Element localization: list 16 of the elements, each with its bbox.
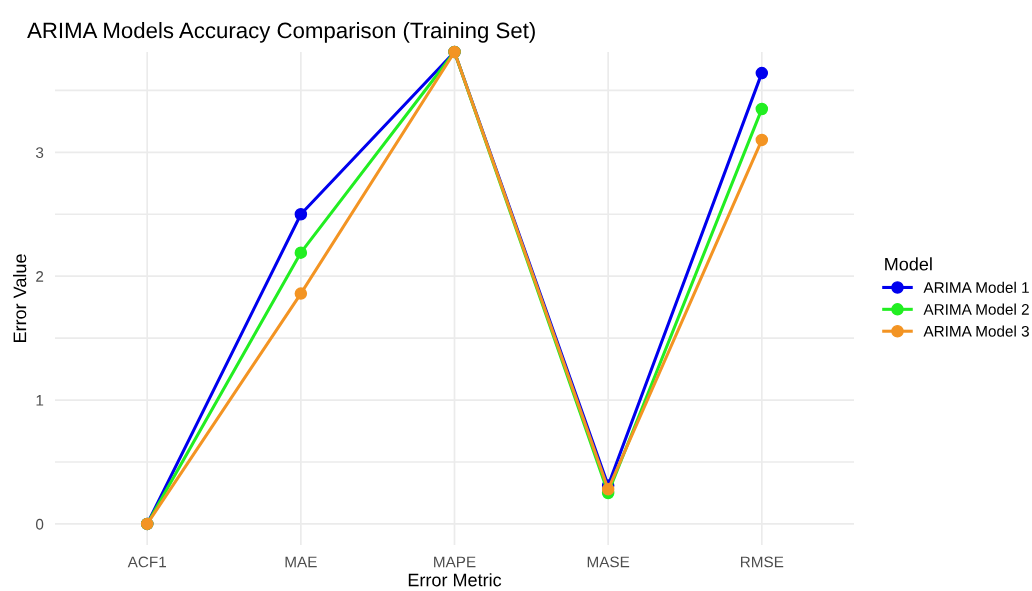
x-tick-label: ACF1 xyxy=(127,556,166,568)
y-axis-title: Error Value xyxy=(13,254,27,343)
x-tick-label: MAPE xyxy=(434,556,476,568)
x-axis-title: Error Metric xyxy=(408,573,502,587)
x-tick-label: MAE xyxy=(285,556,317,568)
x-tick-label: RMSE xyxy=(740,556,784,568)
x-tick-label: MASE xyxy=(587,556,630,568)
y-tick-label: 3 xyxy=(35,147,44,159)
chart-title: ARIMA Models Accuracy Comparison (Training Set) xyxy=(27,22,535,43)
y-tick-label: 2 xyxy=(36,271,44,282)
legend-title: Model xyxy=(885,257,932,271)
y-tick-label: 1 xyxy=(36,395,44,406)
legend-label: ARIMA Model 1 xyxy=(923,281,1029,293)
legend-label: ARIMA Model 3 xyxy=(923,325,1029,337)
legend-label: ARIMA Model 2 xyxy=(923,303,1029,315)
y-tick-label: 0 xyxy=(35,518,44,530)
